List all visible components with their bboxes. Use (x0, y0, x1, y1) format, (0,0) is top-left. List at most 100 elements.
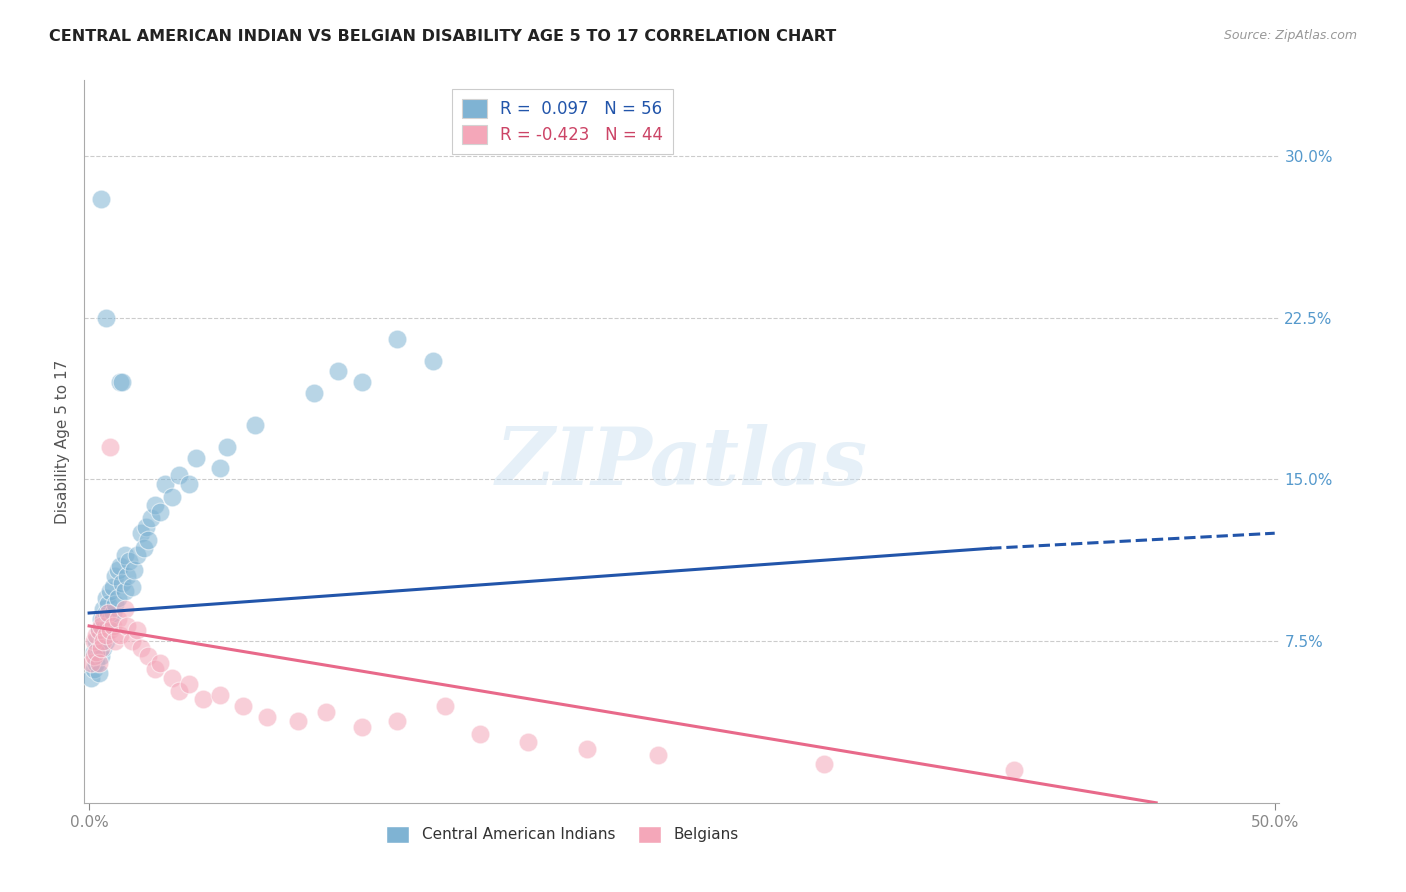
Point (104, 634, 127, 648)
Point (160, 490, 183, 504)
Point (315, 705, 337, 719)
Point (94, 591, 117, 605)
Point (243, 418, 266, 433)
Point (647, 748, 669, 763)
Point (111, 575, 134, 590)
Point (84, 627, 107, 641)
Point (108, 558, 131, 573)
Point (115, 619, 138, 633)
Text: Source: ZipAtlas.com: Source: ZipAtlas.com (1223, 29, 1357, 42)
Y-axis label: Disability Age 5 to 17: Disability Age 5 to 17 (55, 359, 70, 524)
Point (108, 627, 131, 641)
Point (90, 640, 112, 655)
Point (287, 714, 309, 728)
Text: ZIPatlas: ZIPatlas (496, 425, 868, 502)
Point (153, 476, 176, 491)
Point (84, 645, 107, 659)
Point (215, 440, 238, 454)
Point (122, 563, 145, 577)
Point (87, 666, 110, 681)
Point (108, 376, 131, 390)
Point (470, 727, 492, 741)
Point (90, 612, 112, 626)
Point (145, 662, 167, 676)
Point (232, 698, 254, 713)
Point (111, 376, 134, 390)
Point (177, 476, 200, 491)
Point (87, 624, 110, 638)
Point (118, 554, 141, 568)
Point (84, 634, 107, 648)
Point (208, 461, 231, 475)
Point (125, 624, 148, 638)
Point (387, 332, 409, 346)
Text: CENTRAL AMERICAN INDIAN VS BELGIAN DISABILITY AGE 5 TO 17 CORRELATION CHART: CENTRAL AMERICAN INDIAN VS BELGIAN DISAB… (49, 29, 837, 44)
Legend: Central American Indians, Belgians: Central American Indians, Belgians (380, 820, 745, 849)
Point (139, 511, 162, 525)
Point (87, 640, 110, 655)
Point (91, 612, 114, 626)
Point (91, 601, 114, 615)
Point (135, 520, 157, 534)
Point (94, 634, 117, 648)
Point (107, 563, 129, 577)
Point (149, 505, 172, 519)
Point (100, 440, 122, 454)
Point (94, 606, 117, 620)
Point (121, 634, 143, 648)
Point (149, 656, 172, 670)
Point (191, 692, 214, 706)
Point (576, 742, 599, 756)
Point (129, 526, 152, 541)
Point (138, 649, 160, 664)
Point (100, 612, 122, 626)
Point (422, 353, 444, 368)
Point (160, 671, 183, 685)
Point (115, 569, 138, 583)
Point (387, 714, 409, 728)
Point (94, 627, 117, 641)
Point (433, 698, 456, 713)
Point (91, 624, 114, 638)
Point (90, 627, 112, 641)
Point (101, 619, 124, 633)
Point (90, 619, 112, 633)
Point (80, 671, 103, 685)
Point (94, 310, 117, 325)
Point (100, 584, 122, 599)
Point (90, 192, 112, 206)
Point (121, 580, 143, 594)
Point (129, 640, 152, 655)
Point (145, 498, 167, 512)
Point (104, 569, 127, 583)
Point (97, 619, 120, 633)
Point (114, 548, 136, 562)
Point (83, 649, 105, 664)
Point (83, 662, 105, 676)
Point (87, 624, 110, 638)
Point (80, 656, 103, 670)
Point (84, 656, 107, 670)
Point (83, 645, 105, 659)
Point (90, 649, 112, 664)
Point (1002, 764, 1025, 778)
Point (132, 541, 155, 556)
Point (91, 634, 114, 648)
Point (114, 584, 136, 599)
Point (516, 735, 538, 749)
Point (208, 688, 231, 702)
Point (167, 467, 190, 482)
Point (97, 606, 120, 620)
Point (104, 598, 127, 612)
Point (91, 640, 114, 655)
Point (184, 450, 207, 465)
Point (101, 580, 124, 594)
Point (350, 376, 373, 390)
Point (125, 548, 148, 562)
Point (87, 656, 110, 670)
Point (97, 598, 120, 612)
Point (83, 634, 105, 648)
Point (326, 364, 349, 378)
Point (304, 386, 326, 401)
Point (177, 677, 200, 691)
